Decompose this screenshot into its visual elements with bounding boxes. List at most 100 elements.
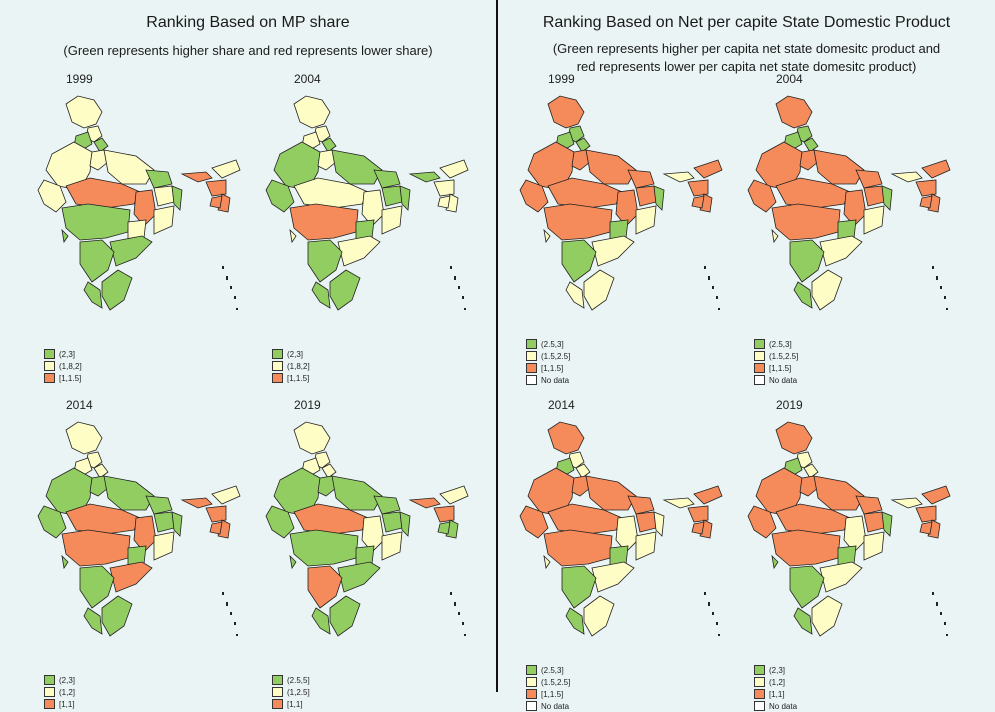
island-mark [712, 612, 714, 615]
legend-label: No data [769, 375, 798, 385]
legend-swatch [44, 675, 55, 685]
state-region [180, 497, 213, 509]
legend-entry: (1,2.5] [272, 686, 310, 698]
state-region [583, 595, 615, 637]
state-region [547, 95, 585, 129]
island-mark [936, 276, 938, 280]
legend-entry: (2.5,5] [272, 674, 310, 686]
legend-label: (1,8,2] [59, 361, 82, 371]
state-region [519, 505, 549, 539]
state-region [381, 205, 403, 235]
legend-label: (1.5,2.5] [541, 351, 571, 361]
legend-label: [1,1.5] [287, 373, 310, 383]
state-region [331, 475, 383, 511]
state-region [79, 239, 115, 283]
island-mark [708, 602, 710, 606]
legend-swatch [754, 689, 765, 699]
island-mark [234, 622, 236, 625]
island-mark [222, 592, 224, 595]
island-mark [230, 286, 232, 289]
state-region [793, 607, 813, 635]
state-region [171, 511, 183, 537]
state-region [771, 554, 779, 570]
right-title: Ranking Based on Net per capite State Do… [542, 14, 951, 31]
map-legend: (2,3] (1,8,2] [1,1.5] [44, 348, 82, 384]
state-region [361, 189, 385, 227]
state-region [265, 179, 295, 213]
map-year-label: 2014 [548, 398, 575, 412]
state-region [109, 561, 153, 593]
right-map-2019: 2019 (2,3] (1,2] [1,1] No data [730, 398, 960, 711]
state-region [881, 185, 893, 211]
state-region [373, 495, 401, 515]
legend-entry: No data [526, 374, 570, 386]
state-region [799, 149, 819, 171]
legend-swatch [526, 339, 537, 349]
state-region [289, 228, 297, 244]
state-region [180, 171, 213, 183]
state-region [317, 149, 337, 171]
island-mark [464, 634, 466, 636]
state-region [408, 171, 441, 183]
island-mark [236, 308, 238, 310]
state-region [79, 565, 115, 609]
state-region [691, 195, 705, 209]
legend-swatch [44, 687, 55, 697]
state-region [103, 475, 155, 511]
legend-swatch [754, 363, 765, 373]
state-region [813, 149, 865, 185]
legend-entry: [1,1.5] [526, 688, 570, 700]
legend-entry: (1,8,2] [44, 360, 82, 372]
state-region [662, 497, 695, 509]
legend-label: (2,3] [59, 349, 76, 359]
state-region [399, 185, 411, 211]
map-legend: (2,3] (1,2] [1,1] [44, 674, 75, 710]
state-region [289, 203, 359, 241]
state-region [635, 531, 657, 561]
state-region [615, 515, 639, 553]
state-region [408, 497, 441, 509]
state-region [915, 179, 937, 197]
india-map [265, 95, 469, 311]
state-region [265, 505, 295, 539]
state-region [433, 179, 455, 197]
legend-swatch [272, 699, 283, 709]
state-region [543, 529, 613, 567]
island-mark [454, 276, 456, 280]
state-region [61, 203, 131, 241]
legend-entry: [1,1.5] [526, 362, 570, 374]
island-mark [946, 308, 948, 310]
left-map-1999: 1999 (2,3] (1,8,2] [1,1.5] [20, 72, 250, 383]
state-region [329, 269, 361, 311]
state-region [311, 281, 331, 309]
island-mark [712, 286, 714, 289]
legend-swatch [526, 677, 537, 687]
legend-label: (2.5,5] [287, 675, 310, 685]
state-region [687, 179, 709, 197]
state-region [293, 95, 331, 129]
state-region [289, 529, 359, 567]
state-region [585, 149, 637, 185]
state-region [65, 95, 103, 129]
map-year-label: 2004 [294, 72, 321, 86]
legend-swatch [44, 349, 55, 359]
state-region [543, 203, 613, 241]
island-mark [236, 634, 238, 636]
right-panel: Ranking Based on Net per capite State Do… [498, 0, 995, 711]
map-year-label: 2019 [294, 398, 321, 412]
legend-entry: (2.5,3] [754, 338, 798, 350]
state-region [575, 463, 591, 479]
state-region [83, 607, 103, 635]
island-mark [708, 276, 710, 280]
legend-swatch [754, 665, 765, 675]
state-region [89, 475, 109, 497]
state-region [209, 195, 223, 209]
state-region [627, 495, 655, 515]
left-map-2014: 2014 (2,3] (1,2] [1,1] [20, 398, 250, 709]
state-region [543, 228, 551, 244]
state-region [575, 137, 591, 153]
island-mark [944, 622, 946, 625]
state-region [693, 159, 723, 179]
state-region [583, 269, 615, 311]
state-region [635, 185, 657, 207]
